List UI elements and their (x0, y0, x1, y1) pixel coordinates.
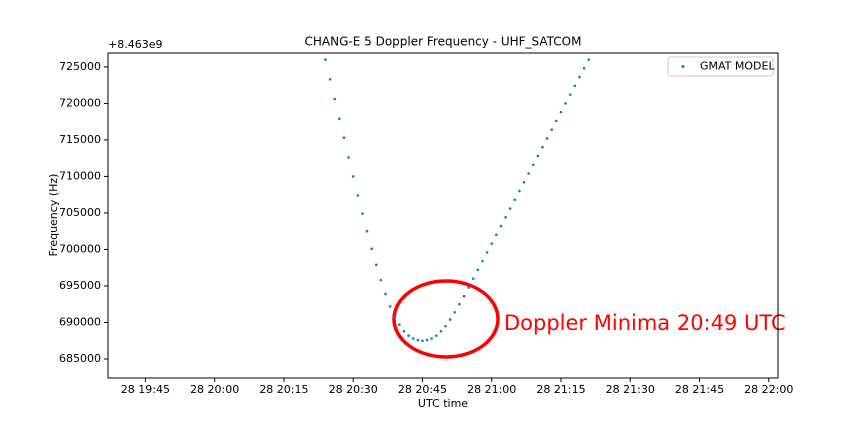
point (398, 323, 401, 326)
point (342, 136, 346, 140)
point (356, 194, 360, 197)
y-tick-label: 715000 (59, 133, 101, 146)
point (471, 277, 475, 280)
point (328, 77, 332, 81)
point (578, 75, 581, 79)
x-tick-label: 28 20:00 (190, 383, 239, 396)
x-tick-label: 28 21:00 (467, 383, 516, 396)
y-tick-label: 700000 (59, 242, 101, 255)
point (453, 310, 457, 314)
point (522, 180, 526, 184)
point (573, 84, 577, 88)
x-tick-label: 28 20:15 (259, 383, 308, 396)
y-offset: +8.463e9 (108, 38, 162, 51)
point (388, 305, 392, 308)
point (374, 263, 378, 267)
point (518, 189, 521, 193)
point (333, 97, 337, 101)
point (550, 128, 554, 131)
y-tick-label: 710000 (59, 169, 101, 182)
point (508, 207, 512, 210)
point (425, 338, 429, 342)
point (448, 318, 452, 321)
point (458, 302, 461, 306)
legend-box (667, 56, 774, 77)
x-tick-label: 28 21:30 (606, 383, 655, 396)
x-tick-label: 28 21:45 (675, 383, 724, 396)
point (531, 163, 535, 167)
point (587, 58, 590, 61)
point (536, 154, 540, 158)
plot-frame (107, 52, 779, 379)
x-tick-label: 28 20:45 (398, 383, 447, 396)
annotation: Doppler Minima 20:49 UTC (504, 311, 786, 335)
point (379, 278, 383, 282)
y-tick-label: 705000 (59, 206, 101, 219)
point (351, 175, 355, 178)
point (564, 102, 567, 105)
point (439, 329, 443, 333)
x-axis-label: UTC time (418, 397, 468, 410)
point (416, 338, 420, 342)
point (541, 145, 544, 149)
point (467, 286, 470, 289)
point (393, 315, 397, 318)
y-tick-label: 725000 (59, 60, 101, 73)
x-tick-label: 28 19:45 (121, 383, 170, 396)
point (462, 294, 466, 298)
point (504, 216, 507, 219)
y-tick-label: 720000 (59, 96, 101, 109)
point (485, 251, 489, 254)
point (555, 119, 558, 123)
legend-label: GMAT MODEL (700, 60, 775, 73)
point (476, 268, 480, 272)
point (435, 334, 438, 337)
point (347, 156, 350, 159)
point (338, 117, 341, 121)
point (444, 324, 447, 328)
point (495, 233, 498, 237)
point (421, 339, 424, 343)
point (430, 337, 433, 340)
y-tick-label: 695000 (59, 279, 101, 292)
highlight-ellipse (392, 279, 500, 359)
point (384, 292, 387, 296)
point (402, 329, 406, 333)
point (370, 247, 373, 251)
point (499, 224, 503, 228)
legend-marker (681, 65, 685, 68)
point (582, 67, 586, 70)
chart-title: CHANG-E 5 Doppler Frequency - UHF_SATCOM (305, 35, 582, 49)
x-tick-label: 28 20:30 (329, 383, 378, 396)
x-tick-label: 28 22:00 (744, 383, 793, 396)
x-tick-label: 28 21:15 (536, 383, 585, 396)
point (407, 334, 410, 337)
point (568, 93, 572, 96)
point (481, 259, 484, 263)
point (324, 58, 327, 61)
point (527, 172, 530, 175)
point (559, 110, 563, 114)
point (411, 337, 415, 340)
point (365, 229, 369, 233)
point (513, 198, 517, 202)
y-axis-label: Frequency (Hz) (47, 174, 60, 257)
y-tick-label: 690000 (59, 315, 101, 328)
y-tick-label: 685000 (59, 352, 101, 365)
point (545, 137, 549, 140)
point (490, 242, 494, 245)
point (361, 212, 364, 215)
